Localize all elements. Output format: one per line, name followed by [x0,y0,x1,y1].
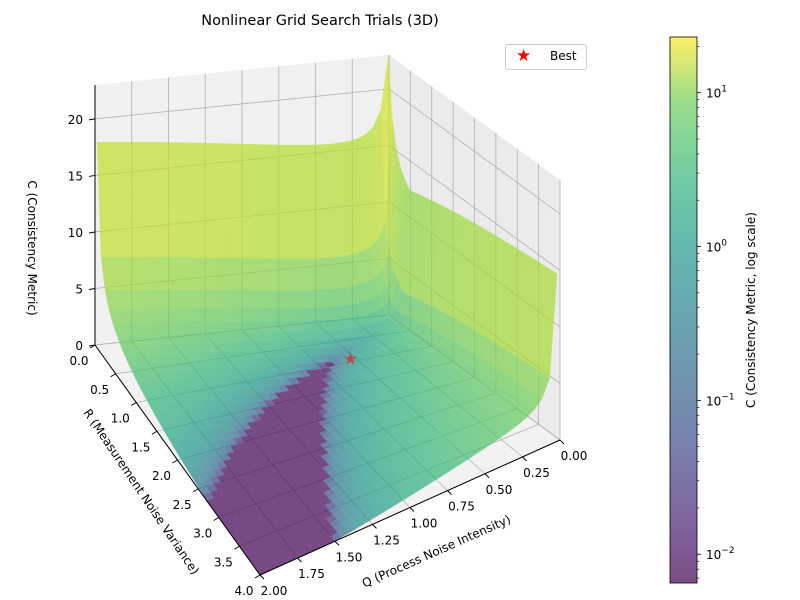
x-tick-label: 1.00 [411,517,438,531]
colorbar-ticks: 10−2 10−1 100 101 [697,46,735,578]
chart-figure: ★ 10−210−1100101 C (Consistency Metric, … [0,0,800,600]
y-tick-label: 1.5 [131,440,150,454]
z-tick-label: 15 [68,169,83,183]
z-axis-label: C (Consistency Metric) [25,180,39,315]
z-tick-label: 10 [68,226,83,240]
x-tick-label: 1.25 [373,533,400,547]
legend[interactable]: ★ Best [505,44,587,70]
star-icon: ★ [516,46,531,66]
y-tick-label: 2.0 [152,469,171,483]
colorbar-label: C (Consistency Metric, log scale) [744,212,758,408]
chart-title: Nonlinear Grid Search Trials (3D) [0,13,640,29]
colorbar-tick-label: 10−1 [706,392,735,408]
y-tick-label: 4.0 [234,584,253,598]
best-star-icon: ★ [343,349,358,369]
z-tick-label: 0 [75,339,83,353]
x-tick-label: 0.25 [523,466,550,480]
legend-label-best: Best [550,49,577,63]
x-tick-label: 0.00 [561,449,588,463]
best-marker: ★ [343,349,358,369]
x-tick-label: 1.75 [298,567,325,581]
z-tick-label: 5 [75,282,83,296]
y-tick-label: 0.5 [90,383,109,397]
x-tick-label: 2.00 [261,584,288,598]
y-tick-label: 2.5 [173,498,192,512]
colorbar-tick-label: 10−2 [706,546,735,562]
colorbar-tick-label: 100 [706,239,727,255]
x-tick-label: 0.75 [448,500,475,514]
x-tick-label: 0.50 [486,483,513,497]
colorbar: 10−2 10−1 100 101 [670,37,735,583]
z-tick-label: 20 [68,113,83,127]
y-tick-label: 3.5 [214,555,233,569]
y-tick-label: 3.0 [193,527,212,541]
y-tick-label: 1.0 [111,412,130,426]
colorbar-tick-label: 101 [706,85,727,101]
x-tick-label: 1.50 [336,550,363,564]
y-tick-label: 0.0 [69,354,88,368]
